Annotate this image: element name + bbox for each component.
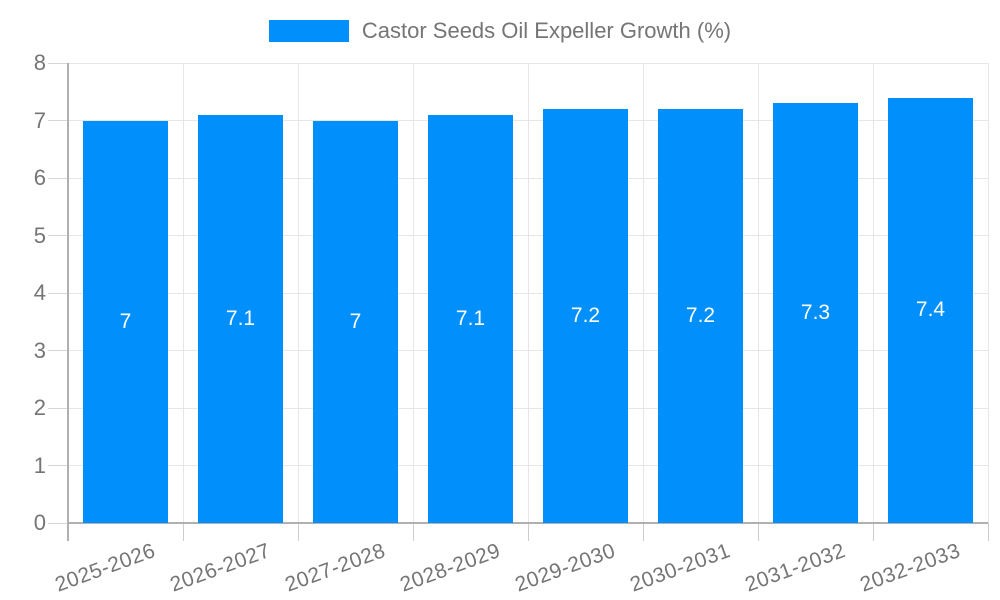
- plot-area: 0 1 2 3 4 5 6 7 8 7 2025-2026 7.1 2026-2027 7 2027-202…: [34, 50, 989, 597]
- v-gridline: [757, 63, 759, 523]
- bar-value-label: 7.2: [570, 304, 601, 327]
- bar[interactable]: [543, 109, 628, 523]
- bar[interactable]: [428, 114, 513, 523]
- y-axis-tick: [48, 350, 68, 351]
- v-gridline: [412, 63, 414, 523]
- y-axis-tick: [48, 407, 68, 409]
- v-gridline: [527, 63, 529, 523]
- v-gridline: [297, 63, 299, 523]
- v-gridline: [642, 63, 644, 523]
- bar-value-label: 7.3: [800, 301, 831, 325]
- y-axis-tick-label: 6: [33, 165, 46, 190]
- legend-label: Castor Seeds Oil Expeller Growth (%): [361, 18, 732, 43]
- bar[interactable]: [773, 103, 858, 523]
- x-axis-tick: [987, 523, 989, 541]
- bar[interactable]: [83, 120, 168, 523]
- x-axis-tick: [297, 523, 299, 541]
- legend-swatch: [268, 20, 349, 42]
- bar-value-label: 7.1: [225, 306, 256, 330]
- x-axis-line: [68, 522, 988, 524]
- bar-value-label: 7: [119, 309, 132, 333]
- v-gridline: [182, 63, 184, 523]
- y-axis-tick-label: 5: [33, 222, 46, 248]
- bar-value-label: 7.2: [685, 304, 716, 327]
- y-axis-tick: [48, 235, 68, 236]
- bar[interactable]: [198, 114, 283, 523]
- x-axis-tick: [642, 523, 644, 541]
- y-axis-tick-label: 3: [33, 337, 46, 363]
- y-axis-tick-label: 0: [33, 510, 46, 535]
- bar[interactable]: [658, 109, 743, 523]
- v-gridline: [872, 63, 874, 523]
- x-axis-tick: [872, 523, 874, 541]
- bar[interactable]: [888, 97, 973, 523]
- y-axis-tick: [48, 120, 68, 121]
- y-axis-tick: [48, 465, 68, 466]
- legend-item[interactable]: Castor Seeds Oil Expeller Growth (%): [268, 18, 732, 44]
- y-axis-tick-label: 2: [33, 395, 46, 420]
- y-axis-tick-label: 7: [33, 107, 46, 133]
- y-axis-tick: [48, 292, 68, 294]
- bar-value-label: 7.1: [455, 306, 486, 330]
- x-axis-tick: [182, 523, 184, 541]
- y-axis-tick: [48, 522, 68, 524]
- bar[interactable]: [313, 120, 398, 523]
- y-axis-tick: [48, 177, 68, 179]
- x-axis-tick: [757, 523, 759, 541]
- x-axis-tick: [527, 523, 529, 541]
- y-axis-tick: [48, 62, 68, 64]
- bar-value-label: 7: [349, 309, 362, 333]
- x-axis-tick: [412, 523, 414, 541]
- bar-value-label: 7.4: [915, 298, 946, 322]
- v-gridline: [987, 63, 989, 523]
- y-axis-tick-label: 1: [33, 452, 46, 478]
- legend: Castor Seeds Oil Expeller Growth (%): [0, 18, 1000, 44]
- y-axis-tick-label: 4: [33, 280, 46, 305]
- y-axis-tick-label: 8: [33, 50, 46, 75]
- y-axis-line: [67, 63, 69, 541]
